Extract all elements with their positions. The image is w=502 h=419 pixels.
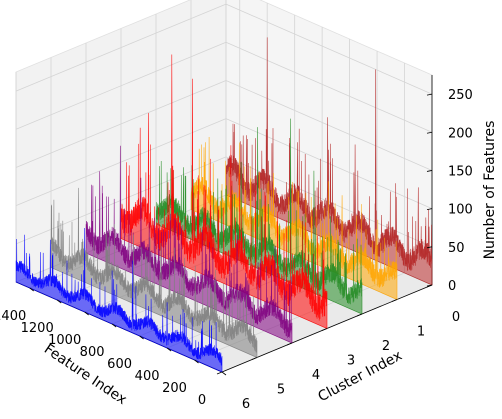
z-axis-label: Number of Features bbox=[482, 121, 498, 260]
z-tick-label: 200 bbox=[448, 126, 473, 141]
z-tick-mark bbox=[426, 246, 433, 249]
x-tick-mark bbox=[111, 323, 117, 328]
series-cluster-1 bbox=[190, 136, 398, 300]
y-tick-mark bbox=[251, 357, 258, 360]
series-cluster-4 bbox=[85, 145, 293, 344]
z-tick-label: 0 bbox=[448, 279, 456, 294]
x-tick-label: 0 bbox=[198, 393, 206, 408]
y-tick-mark bbox=[216, 371, 223, 375]
wall-gridline-z bbox=[15, 3, 227, 92]
y-tick-mark bbox=[356, 313, 363, 317]
z-tick-label: 100 bbox=[448, 203, 473, 218]
y-tick-mark bbox=[286, 342, 293, 346]
x-tick-label: 800 bbox=[80, 345, 105, 360]
z-tick-label: 150 bbox=[448, 165, 473, 180]
y-tick-label: 2 bbox=[382, 339, 390, 354]
z-tick-mark bbox=[426, 170, 433, 172]
z-tick-label: 50 bbox=[448, 241, 465, 256]
x-tick-label: 600 bbox=[107, 357, 132, 372]
z-tick-mark bbox=[426, 208, 433, 211]
wall-gridline-z bbox=[15, 41, 227, 130]
wall-gridline-z bbox=[15, 80, 227, 168]
y-tick-label: 3 bbox=[347, 354, 355, 369]
x-tick-label: 400 bbox=[135, 369, 160, 384]
wall-gridline-z bbox=[225, 3, 433, 95]
y-axis-label: Cluster Index bbox=[315, 348, 404, 406]
series-cluster-2 bbox=[155, 118, 363, 315]
x-tick-label: 200 bbox=[162, 381, 187, 396]
y-tick-label: 5 bbox=[277, 383, 285, 398]
wall-gridline-z bbox=[225, 41, 433, 133]
x-tick-mark bbox=[84, 311, 89, 316]
x-tick-mark bbox=[29, 287, 34, 292]
y-tick-label: 1 bbox=[417, 325, 425, 340]
z-tick-mark bbox=[426, 93, 433, 96]
x-tick-mark bbox=[56, 299, 62, 304]
y-tick-label: 0 bbox=[452, 310, 460, 325]
x-tick-mark bbox=[221, 371, 227, 376]
x-tick-mark bbox=[166, 347, 172, 352]
series-cluster-0 bbox=[225, 37, 433, 286]
x-tick-mark bbox=[194, 359, 199, 364]
z-tick-label: 250 bbox=[448, 88, 473, 103]
x-tick-label: 1200 bbox=[21, 321, 54, 336]
y-tick-mark bbox=[391, 299, 398, 302]
wall-gridline-z bbox=[225, 80, 433, 171]
y-tick-mark bbox=[321, 328, 328, 331]
x-tick-mark bbox=[139, 335, 144, 340]
z-tick-mark bbox=[426, 131, 433, 134]
y-tick-label: 6 bbox=[242, 397, 250, 412]
wall-gridline-z bbox=[15, 118, 227, 207]
x-tick-label: 1400 bbox=[0, 309, 26, 324]
z-tick-mark bbox=[426, 284, 433, 287]
tick-group: 0200400600800100012001400012345605010015… bbox=[0, 88, 473, 412]
x-tick-label: 1000 bbox=[48, 333, 81, 348]
y-tick-label: 4 bbox=[312, 368, 320, 383]
series-cluster-5 bbox=[50, 187, 258, 358]
